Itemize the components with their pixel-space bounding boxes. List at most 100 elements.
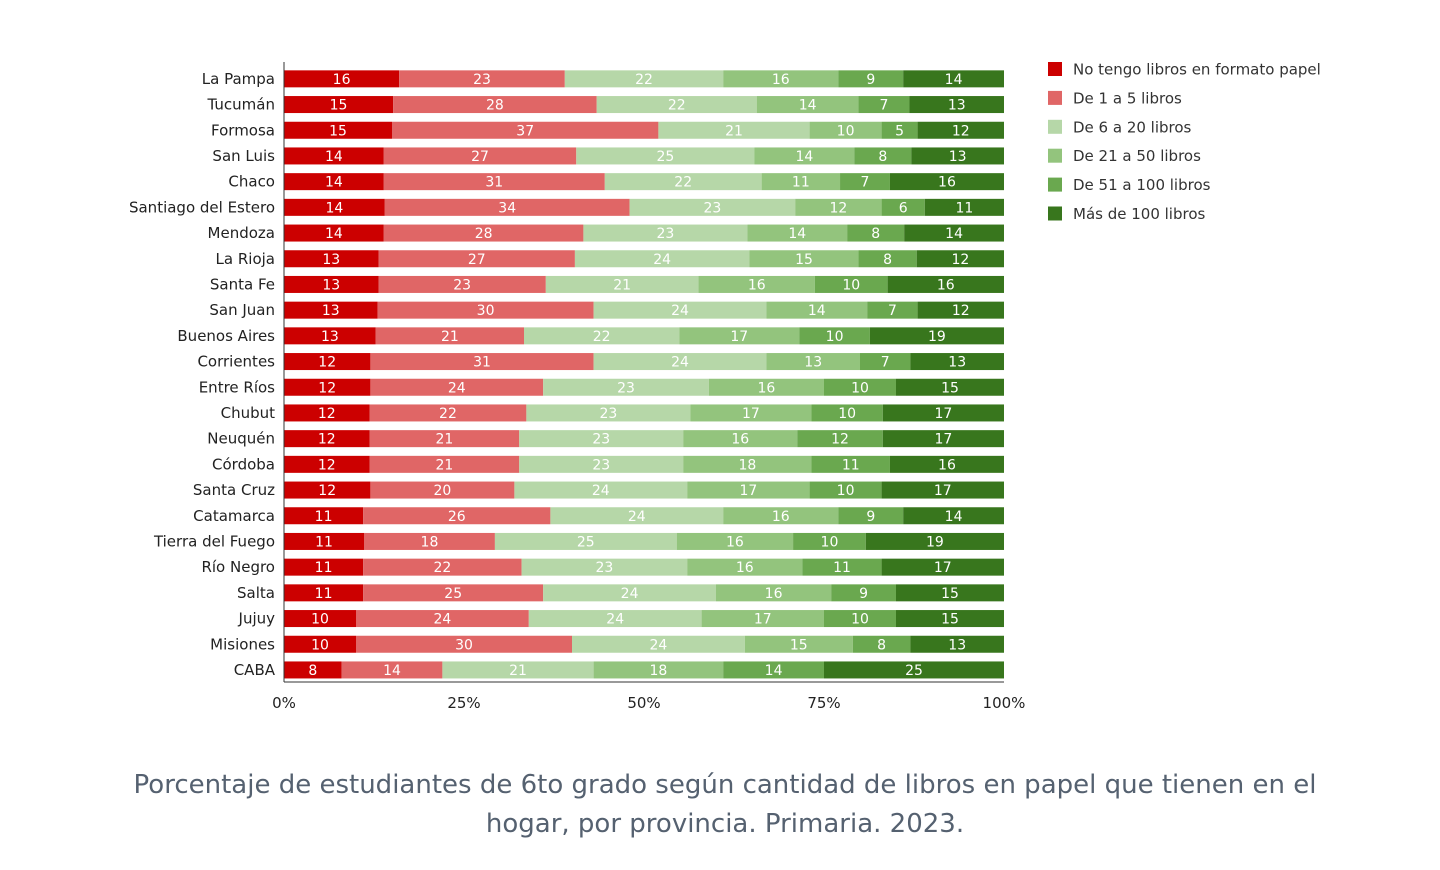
legend-swatch [1048,177,1062,192]
bar-segment [698,275,815,293]
bar-segment [881,121,918,139]
bar-segment [795,198,882,216]
bar-value-label: 12 [831,432,849,448]
bar-value-label: 7 [881,355,890,371]
bar-segment [690,404,812,422]
bar-value-label: 24 [433,612,451,628]
bar-value-label: 8 [883,252,892,268]
bar-segment [383,147,577,165]
bar-segment [514,481,688,499]
bar-segment [687,558,803,576]
bar-segment [593,301,767,319]
bar-value-label: 10 [311,637,329,653]
category-label: Córdoba [212,455,275,473]
bar-value-label: 17 [739,483,757,499]
bar-value-label: 5 [895,123,904,139]
bar-segment [910,353,1004,371]
x-tick-label: 75% [807,694,840,712]
x-tick-label: 100% [983,694,1026,712]
bars-group: 16 23 22 16 9 14 15 28 22 14 7 13 15 37 21 10 5 12 14 27 25 1… [284,70,1004,679]
bar-value-label: 13 [321,329,339,345]
bar-segment [799,327,870,345]
bar-segment [384,198,630,216]
bar-segment [284,481,371,499]
legend-label: No tengo libros en formato papel [1073,61,1321,79]
bar-segment [882,430,1004,448]
bar-segment [824,661,1004,679]
bar-segment [869,327,1004,345]
category-label: CABA [234,661,276,679]
legend: No tengo libros en formato papel De 1 a 5… [1048,61,1321,223]
bar-segment [284,224,384,242]
bar-value-label: 14 [325,149,343,165]
bar-value-label: 17 [934,406,952,422]
bar-value-label: 22 [635,72,653,88]
bar-value-label: 16 [772,509,790,525]
x-tick-label: 50% [627,694,660,712]
bar-segment [889,455,1004,473]
bar-value-label: 24 [592,483,610,499]
bar-segment [701,610,824,628]
bar-segment [370,353,594,371]
bar-segment [383,173,605,191]
bar-value-label: 24 [671,303,689,319]
bar-segment [519,430,684,448]
category-label: Entre Ríos [199,378,275,396]
category-label: Corrientes [197,353,275,371]
bar-value-label: 13 [948,98,966,114]
bar-segment [917,121,1004,139]
bar-segment [904,224,1004,242]
bar-value-label: 17 [730,329,748,345]
bar-value-label: 23 [617,380,635,396]
bar-segment [545,275,699,293]
bar-segment [284,635,356,653]
bar-segment [766,301,868,319]
bar-value-label: 16 [938,175,956,191]
category-label: Tucumán [207,96,275,114]
bar-segment [284,584,364,602]
bar-segment [543,584,716,602]
bar-value-label: 14 [945,509,963,525]
bar-segment [824,378,896,396]
bar-segment [526,404,691,422]
bar-segment [809,481,882,499]
bar-value-label: 14 [799,98,817,114]
bar-segment [378,250,575,268]
bar-segment [911,147,1004,165]
chart-caption: Porcentaje de estudiantes de 6to grado s… [133,770,1317,839]
bar-value-label: 11 [315,509,333,525]
bar-value-label: 23 [595,560,613,576]
bar-segment [854,147,912,165]
category-label: Santiago del Estero [129,198,275,216]
bar-value-label: 22 [668,98,686,114]
bar-segment [802,558,882,576]
bar-segment [378,275,546,293]
bar-segment [383,224,584,242]
bar-segment [881,558,1004,576]
bar-value-label: 14 [325,175,343,191]
bar-value-label: 24 [653,252,671,268]
category-label: La Pampa [202,70,275,88]
bar-value-label: 27 [471,149,489,165]
bar-segment [858,250,917,268]
bar-segment [903,70,1004,88]
bar-segment [377,301,594,319]
legend-swatch [1048,62,1062,76]
category-label: Río Negro [201,558,275,576]
category-label: Salta [237,584,275,602]
bar-segment [363,558,522,576]
bar-value-label: 6 [899,200,908,216]
bar-segment [284,558,364,576]
stacked-bar-chart: 16 23 22 16 9 14 15 28 22 14 7 13 15 37 21 10 5 12 14 27 25 1… [129,61,1321,713]
bar-segment [723,507,839,525]
bar-segment [896,610,1004,628]
bar-segment [399,70,565,88]
bar-value-label: 14 [945,226,963,242]
bar-segment [683,430,798,448]
bar-segment [370,481,515,499]
bar-segment [867,301,918,319]
bar-value-label: 24 [448,380,466,396]
bar-segment [284,610,356,628]
bar-value-label: 14 [765,663,783,679]
bar-value-label: 10 [837,483,855,499]
